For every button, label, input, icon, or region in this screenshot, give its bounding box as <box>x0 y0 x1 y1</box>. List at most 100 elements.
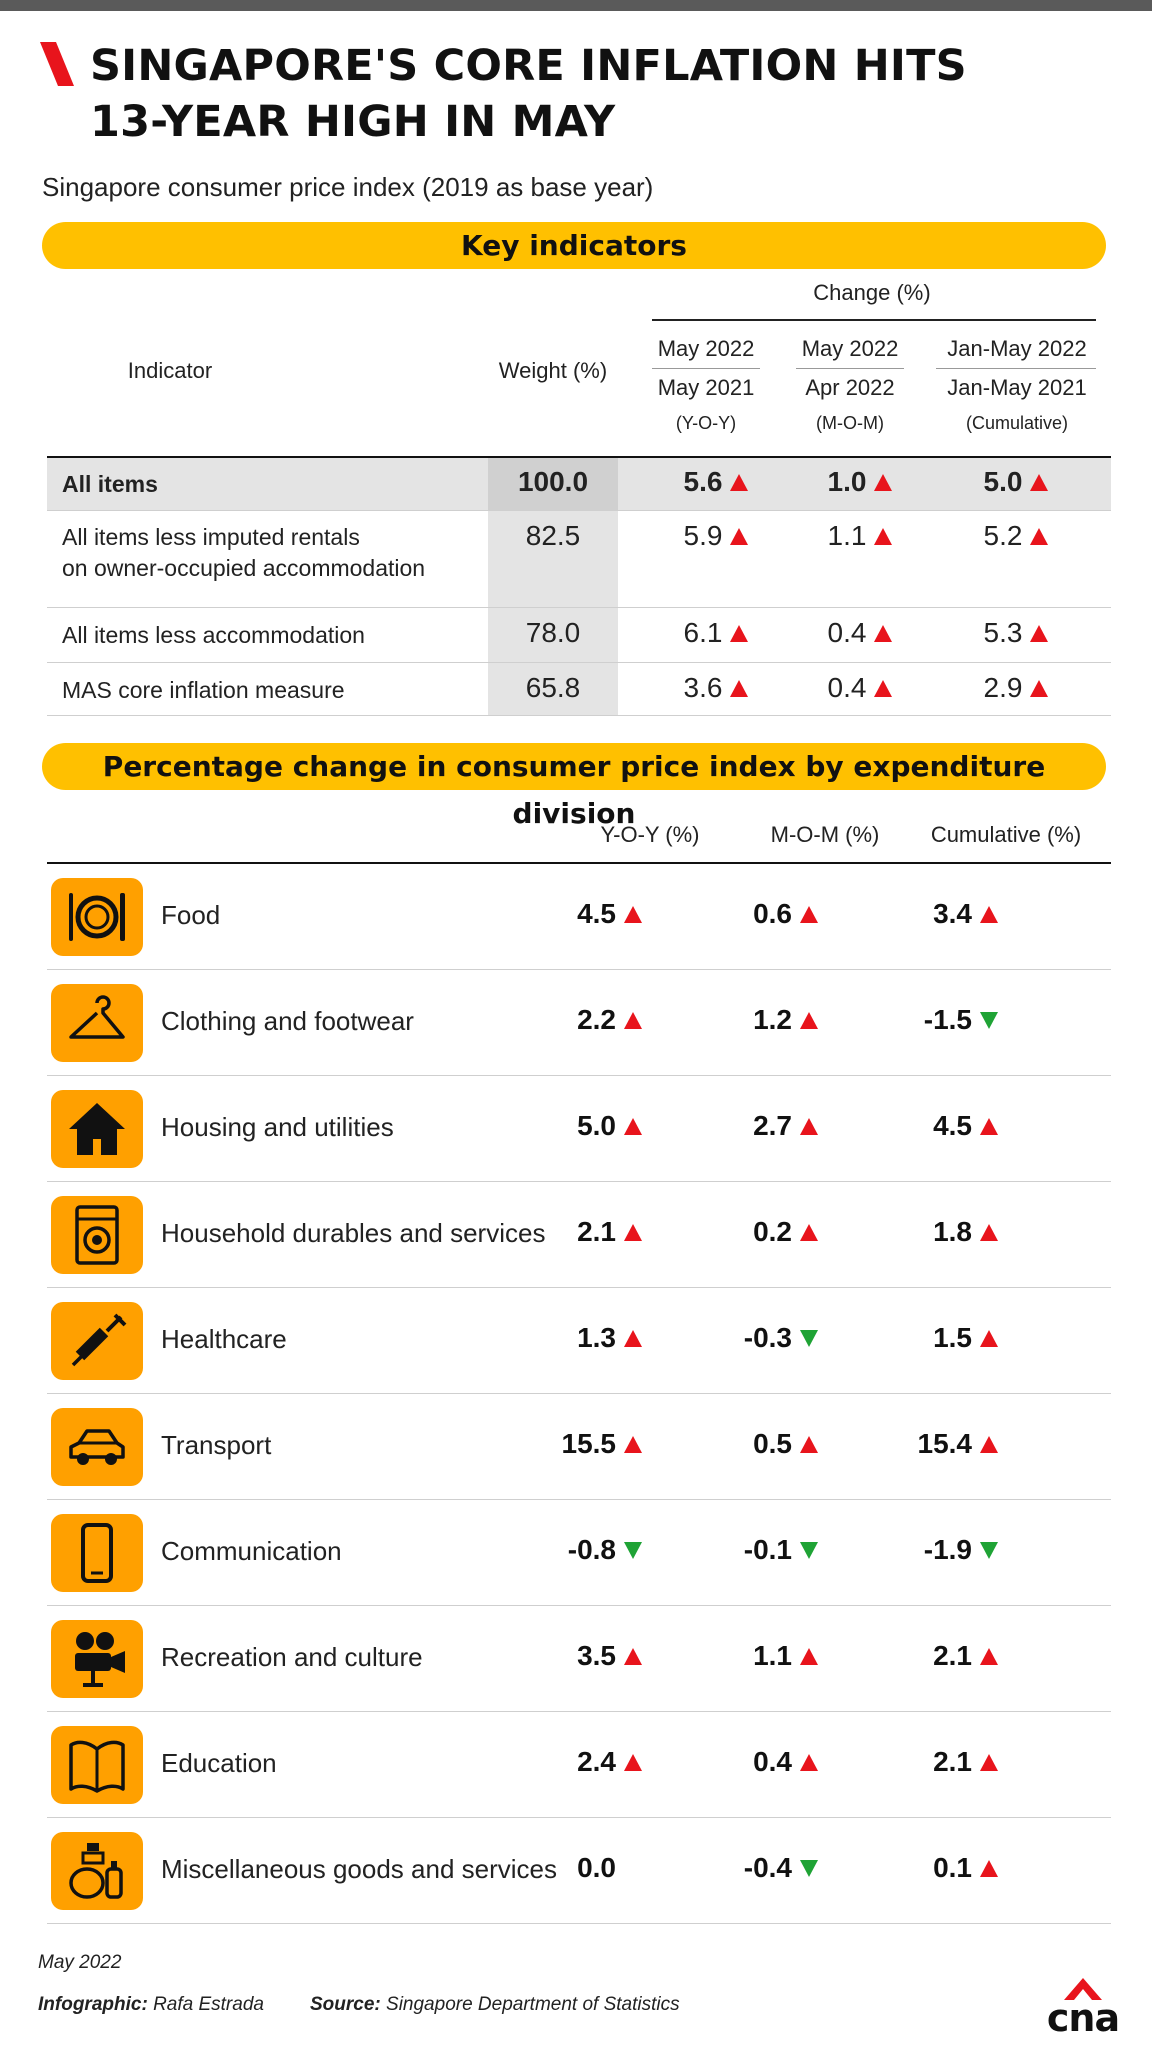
up-arrow-icon <box>874 527 893 545</box>
down-arrow-icon <box>624 1542 642 1559</box>
washing-machine-icon <box>75 1205 119 1265</box>
plate-cutlery-icon <box>69 893 125 941</box>
value-cell: 0.6 <box>688 896 838 932</box>
value-cell: -0.1 <box>688 1532 838 1568</box>
category-icon-tile <box>51 1726 143 1804</box>
indicator-name: All items <box>62 469 158 500</box>
up-arrow-icon <box>730 527 749 545</box>
up-arrow-icon <box>980 1754 998 1771</box>
title-line-1: SINGAPORE'S CORE INFLATION HITS <box>90 41 967 91</box>
value-cell: 2.1 <box>512 1214 662 1250</box>
change-value: 0.2 <box>753 1216 792 1247</box>
expenditure-row: Household durables and services 2.1 0.2 1.8 <box>47 1182 1111 1288</box>
category-icon-tile <box>51 984 143 1062</box>
expenditure-row: Education 2.4 0.4 2.1 <box>47 1712 1111 1818</box>
change-cell: 5.9 <box>636 520 796 552</box>
change-header: Change (%) <box>813 280 931 305</box>
expenditure-row: Recreation and culture 3.5 1.1 2.1 <box>47 1606 1111 1712</box>
change-value: 0.4 <box>827 617 867 648</box>
value-cell: -0.4 <box>688 1850 838 1886</box>
value-cell: 2.1 <box>868 1744 1018 1780</box>
expenditure-row: Housing and utilities 5.0 2.7 4.5 <box>47 1076 1111 1182</box>
col2-line1: May 2022 <box>801 336 899 361</box>
up-arrow-icon <box>624 1754 642 1771</box>
footer-credit: Infographic: Rafa Estrada <box>38 1994 264 2015</box>
col1-rule <box>652 368 760 369</box>
col2-line3: (M-O-M) <box>816 413 884 433</box>
up-arrow-icon <box>730 473 749 491</box>
change-value: 3.5 <box>577 1640 616 1671</box>
subtitle: Singapore consumer price index (2019 as … <box>42 172 654 202</box>
change-cell: 3.6 <box>636 672 796 704</box>
indicator-name: MAS core inflation measure <box>62 675 345 706</box>
change-value: 15.5 <box>561 1428 617 1459</box>
weight-value: 82.5 <box>525 520 581 551</box>
up-arrow-icon <box>980 1648 998 1665</box>
up-arrow-icon <box>1030 527 1049 545</box>
up-arrow-icon <box>980 1224 998 1241</box>
change-cell: 5.3 <box>936 617 1096 649</box>
up-arrow-icon <box>1030 624 1049 642</box>
brand-slash-icon <box>40 42 74 86</box>
change-value: -0.4 <box>743 1852 792 1883</box>
col-mom-header: M-O-M (%) <box>770 822 880 847</box>
weight-header: Weight (%) <box>498 358 608 383</box>
indicator-name-line: All items <box>62 471 158 497</box>
category-icon-tile <box>51 1302 143 1380</box>
value-cell: 0.2 <box>688 1214 838 1250</box>
change-value: 1.3 <box>577 1322 616 1353</box>
weight-value: 78.0 <box>525 617 581 648</box>
cna-logo-text: cna <box>1046 1996 1120 2040</box>
category-icon-tile <box>51 1196 143 1274</box>
change-cell: 0.4 <box>780 617 940 649</box>
change-value: 0.5 <box>753 1428 792 1459</box>
up-arrow-icon <box>800 1118 818 1135</box>
change-value: 1.2 <box>753 1004 792 1035</box>
change-value: 0.4 <box>827 672 867 703</box>
category-label: Food <box>161 900 221 930</box>
change-cell: 6.1 <box>636 617 796 649</box>
key-row-separator <box>47 662 1111 663</box>
col3-rule <box>936 368 1096 369</box>
movie-camera-icon <box>75 1632 125 1687</box>
change-cell: 5.6 <box>636 466 796 498</box>
up-arrow-icon <box>874 679 893 697</box>
value-cell: -1.5 <box>868 1002 1018 1038</box>
up-arrow-icon <box>624 1436 642 1453</box>
up-arrow-icon <box>730 624 749 642</box>
value-cell: 0.1 <box>868 1850 1018 1886</box>
category-icon-tile <box>51 1090 143 1168</box>
change-cell: 5.0 <box>936 466 1096 498</box>
value-cell: 2.7 <box>688 1108 838 1144</box>
up-arrow-icon <box>1030 473 1049 491</box>
key-table-top-rule <box>47 456 1111 458</box>
change-value: 0.6 <box>753 898 792 929</box>
change-cell: 1.1 <box>780 520 940 552</box>
col1-line1: May 2022 <box>657 336 755 361</box>
change-value: 2.4 <box>577 1746 616 1777</box>
change-value: 2.7 <box>753 1110 792 1141</box>
up-arrow-icon <box>980 1118 998 1135</box>
expenditure-row: Healthcare 1.3 -0.3 1.5 <box>47 1288 1111 1394</box>
value-cell: 1.5 <box>868 1320 1018 1356</box>
change-value: -0.1 <box>743 1534 792 1565</box>
cna-logo-icon <box>1064 1978 1102 2000</box>
change-cell: 2.9 <box>936 672 1096 704</box>
expenditure-row: Communication -0.8 -0.1 -1.9 <box>47 1500 1111 1606</box>
col2-rule <box>796 368 904 369</box>
category-label: Household durables and services <box>161 1218 546 1248</box>
syringe-icon <box>71 1313 127 1367</box>
value-cell: 0.5 <box>688 1426 838 1462</box>
value-cell: 15.5 <box>512 1426 662 1462</box>
up-arrow-icon <box>624 1224 642 1241</box>
change-value: 1.1 <box>827 520 867 551</box>
category-icon-tile <box>51 1408 143 1486</box>
value-cell: 1.2 <box>688 1002 838 1038</box>
change-value: -0.3 <box>743 1322 792 1353</box>
change-value: 3.4 <box>933 898 972 929</box>
change-cell: 5.2 <box>936 520 1096 552</box>
col2-line2: Apr 2022 <box>805 375 895 400</box>
change-value: -1.5 <box>923 1004 972 1035</box>
category-label: Housing and utilities <box>161 1112 394 1142</box>
up-arrow-icon <box>800 1224 818 1241</box>
